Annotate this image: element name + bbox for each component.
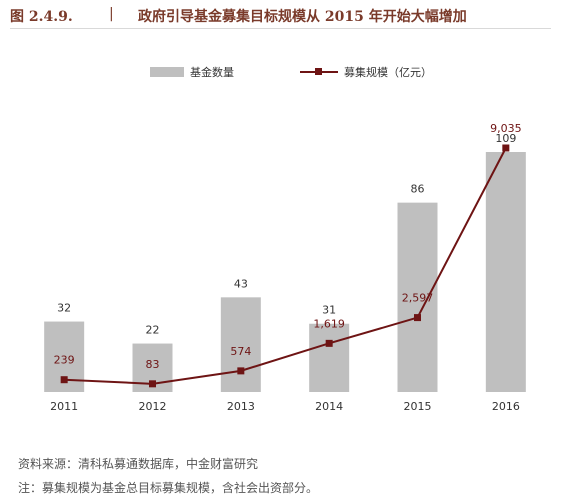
bar-series: 32 22 43 31 86 109 xyxy=(44,132,526,392)
source-note: 资料来源：清科私募通数据库，中金财富研究 xyxy=(18,457,259,471)
x-tick-label-2011: 2011 xyxy=(50,400,78,413)
line-point-2014 xyxy=(325,339,333,347)
legend-swatch-marker xyxy=(315,68,322,75)
line-value-label-2012: 83 xyxy=(146,358,160,371)
figure-title: 政府引导基金募集目标规模从 2015 年开始大幅增加 xyxy=(138,9,467,25)
line-series: 239 83 574 1,619 2,597 9,035 xyxy=(54,122,522,388)
legend-swatch-bar xyxy=(150,67,184,77)
x-tick-label-2014: 2014 xyxy=(315,400,343,413)
bar-value-label-2014: 31 xyxy=(322,304,336,317)
figure-number: 图 2.4.9. xyxy=(10,9,73,25)
bar-value-label-2013: 43 xyxy=(234,277,248,290)
line-point-2013 xyxy=(237,367,245,375)
line-value-label-2013: 574 xyxy=(230,345,251,358)
combo-chart: 基金数量 募集规模（亿元） 32 22 43 31 86 109 239 83 574 1,61… xyxy=(44,65,526,413)
legend-label-line: 募集规模（亿元） xyxy=(344,65,432,79)
bar-value-label-2016: 109 xyxy=(495,132,516,145)
x-tick-label-2016: 2016 xyxy=(492,400,520,413)
figure-header: 图 2.4.9. | 政府引导基金募集目标规模从 2015 年开始大幅增加 xyxy=(10,6,551,28)
header-divider xyxy=(10,28,551,29)
x-tick-label-2013: 2013 xyxy=(227,400,255,413)
line-value-label-2014: 1,619 xyxy=(313,317,345,330)
line-point-2016 xyxy=(502,144,510,152)
line-value-label-2016: 9,035 xyxy=(490,122,522,135)
line-value-label-2011: 239 xyxy=(54,354,75,367)
x-axis: 2011 2012 2013 2014 2015 2016 xyxy=(50,400,520,413)
line-path xyxy=(64,147,507,385)
x-tick-label-2012: 2012 xyxy=(139,400,167,413)
line-point-2011 xyxy=(60,376,68,384)
bar-value-label-2015: 86 xyxy=(411,183,425,196)
bar-value-label-2012: 22 xyxy=(146,324,160,337)
bar-2015 xyxy=(397,202,438,392)
x-tick-label-2015: 2015 xyxy=(404,400,432,413)
line-point-2012 xyxy=(149,380,156,388)
bar-2013 xyxy=(220,297,261,392)
bar-value-label-2011: 32 xyxy=(57,302,71,315)
header-separator: | xyxy=(109,6,114,22)
bar-2016 xyxy=(485,152,526,392)
legend-label-bar: 基金数量 xyxy=(190,65,234,79)
chart-legend: 基金数量 募集规模（亿元） xyxy=(150,65,432,79)
line-value-label-2015: 2,597 xyxy=(402,292,434,305)
bar-2014 xyxy=(309,323,350,392)
footnote: 注：募集规模为基金总目标募集规模，含社会出资部分。 xyxy=(18,481,319,495)
line-point-2015 xyxy=(414,314,421,322)
